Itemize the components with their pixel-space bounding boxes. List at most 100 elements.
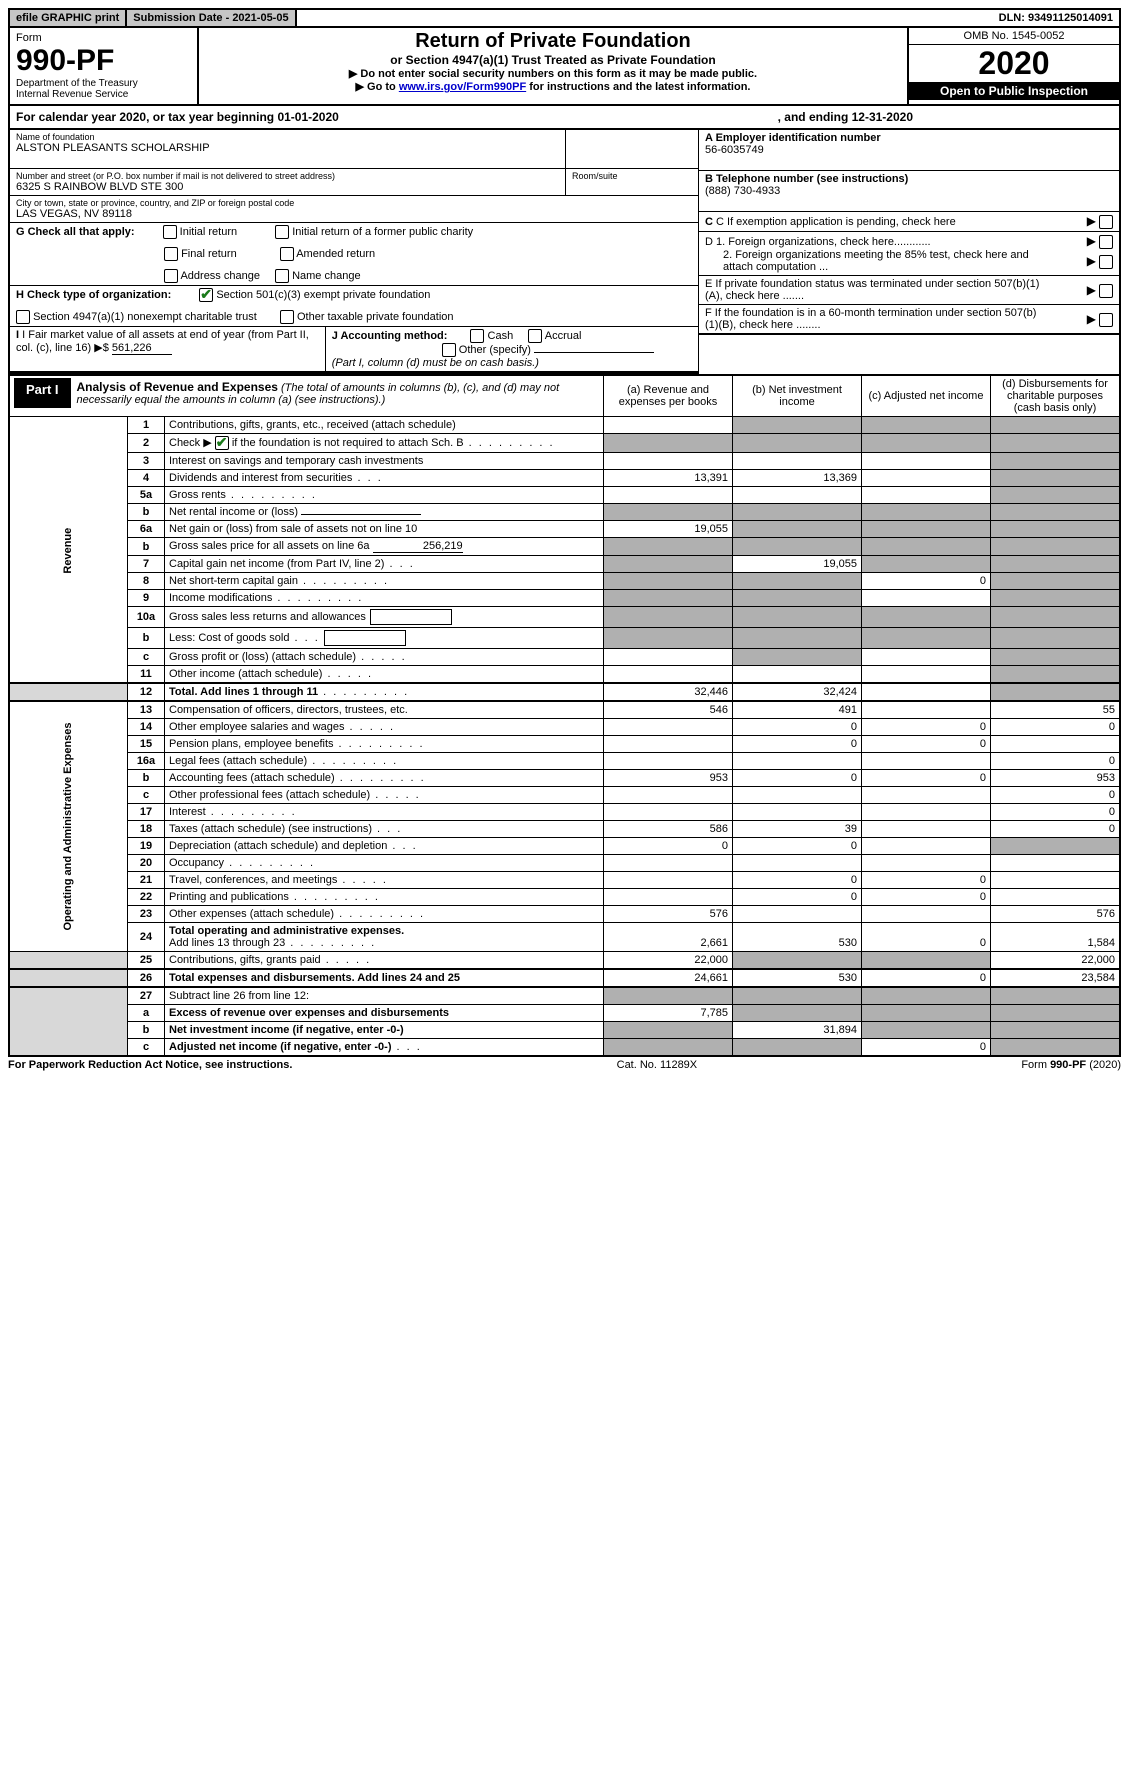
i-label: I (16, 329, 19, 341)
rd2pre: Check ▶ (169, 437, 212, 449)
chk-name-change[interactable] (275, 269, 289, 283)
table-row: 6aNet gain or (loss) from sale of assets… (9, 521, 1120, 538)
rd21t: Travel, conferences, and meetings (169, 874, 337, 886)
chk-initial-return[interactable] (163, 225, 177, 239)
rn24: 24 (128, 923, 165, 952)
chk-f[interactable] (1099, 313, 1113, 327)
chk-final-return[interactable] (164, 247, 178, 261)
rn2: 2 (128, 434, 165, 453)
rn8: 8 (128, 573, 165, 590)
tel-label: B Telephone number (see instructions) (705, 173, 908, 185)
r8c: 0 (862, 573, 991, 590)
r14c: 0 (862, 719, 991, 736)
table-row: Operating and Administrative Expenses 13… (9, 701, 1120, 719)
page-footer: For Paperwork Reduction Act Notice, see … (8, 1057, 1121, 1071)
rd2post: if the foundation is not required to att… (229, 437, 464, 449)
chk-d2[interactable] (1099, 255, 1113, 269)
rn1: 1 (128, 417, 165, 434)
rd19: Depreciation (attach schedule) and deple… (165, 838, 604, 855)
table-row: 16aLegal fees (attach schedule)0 (9, 753, 1120, 770)
rd26t: Total expenses and disbursements. Add li… (169, 972, 460, 984)
rd27a: Excess of revenue over expenses and disb… (169, 1007, 449, 1019)
chk-amended[interactable] (280, 247, 294, 261)
omb-number: OMB No. 1545-0052 (909, 28, 1119, 45)
r17d: 0 (991, 804, 1121, 821)
chk-initial-former[interactable] (275, 225, 289, 239)
r16bc: 0 (862, 770, 991, 787)
g-label: G Check all that apply: (16, 226, 135, 238)
r26d: 23,584 (991, 969, 1121, 987)
rn16b: b (128, 770, 165, 787)
lbl-other: Other (specify) (459, 344, 531, 356)
chk-address-change[interactable] (164, 269, 178, 283)
chk-c[interactable] (1099, 215, 1113, 229)
rn6b: b (128, 538, 165, 556)
rn23: 23 (128, 906, 165, 923)
dept-line2: Internal Revenue Service (16, 89, 191, 100)
table-row: 27Subtract line 26 from line 12: (9, 987, 1120, 1005)
r23a: 576 (604, 906, 733, 923)
rd8: Net short-term capital gain (165, 573, 604, 590)
lbl-addr-change: Address change (180, 270, 260, 282)
table-row: 21Travel, conferences, and meetings00 (9, 872, 1120, 889)
rd11: Other income (attach schedule) (165, 666, 604, 684)
rd12: Total. Add lines 1 through 11 (165, 683, 604, 701)
table-row: 11Other income (attach schedule) (9, 666, 1120, 684)
rd18t: Taxes (attach schedule) (see instruction… (169, 823, 372, 835)
rd25t: Contributions, gifts, grants paid (169, 954, 321, 966)
table-row: 20Occupancy (9, 855, 1120, 872)
rd4: Dividends and interest from securities (165, 470, 604, 487)
rd24t2: Add lines 13 through 23 (169, 937, 285, 949)
open-to-public: Open to Public Inspection (909, 82, 1119, 100)
lbl-501c3: Section 501(c)(3) exempt private foundat… (216, 289, 430, 301)
table-row: 24Total operating and administrative exp… (9, 923, 1120, 952)
rn27a: a (128, 1005, 165, 1022)
table-row: 25Contributions, gifts, grants paid22,00… (9, 952, 1120, 970)
rn20: 20 (128, 855, 165, 872)
r15c: 0 (862, 736, 991, 753)
rn16c: c (128, 787, 165, 804)
rn17: 17 (128, 804, 165, 821)
chk-d1[interactable] (1099, 235, 1113, 249)
rn19: 19 (128, 838, 165, 855)
rd27c: Adjusted net income (if negative, enter … (165, 1039, 604, 1057)
rd27b: Net investment income (if negative, ente… (169, 1024, 404, 1036)
calendar-year-row: For calendar year 2020, or tax year begi… (8, 106, 1121, 130)
rd17t: Interest (169, 806, 206, 818)
form-label: Form (16, 32, 191, 44)
chk-accrual[interactable] (528, 329, 542, 343)
rd27: Subtract line 26 from line 12: (165, 987, 604, 1005)
ein-label: A Employer identification number (705, 132, 881, 144)
r12b: 32,424 (733, 683, 862, 701)
rd5bt: Net rental income or (loss) (169, 506, 298, 518)
chk-other-method[interactable] (442, 343, 456, 357)
rn26: 26 (128, 969, 165, 987)
lbl-cash: Cash (488, 330, 514, 342)
lbl-initial-former: Initial return of a former public charit… (292, 226, 473, 238)
table-row: bLess: Cost of goods sold (9, 628, 1120, 649)
chk-schb[interactable] (215, 436, 229, 450)
rd26: Total expenses and disbursements. Add li… (165, 969, 604, 987)
rn10c: c (128, 649, 165, 666)
rn13: 13 (128, 701, 165, 719)
chk-e[interactable] (1099, 284, 1113, 298)
chk-cash[interactable] (470, 329, 484, 343)
bullet-2: ▶ Go to www.irs.gov/Form990PF for instru… (205, 80, 901, 93)
rd10bt: Less: Cost of goods sold (169, 632, 289, 644)
table-row: 2 Check ▶ if the foundation is not requir… (9, 434, 1120, 453)
table-row: 26 Total expenses and disbursements. Add … (9, 969, 1120, 987)
chk-other-taxable[interactable] (280, 310, 294, 324)
r26a: 24,661 (604, 969, 733, 987)
chk-4947[interactable] (16, 310, 30, 324)
form-title: Return of Private Foundation (205, 30, 901, 53)
r24a: 2,661 (604, 923, 733, 952)
chk-501c3[interactable] (199, 288, 213, 302)
r16bb: 0 (733, 770, 862, 787)
foundation-info: Name of foundationALSTON PLEASANTS SCHOL… (8, 130, 1121, 374)
rd9t: Income modifications (169, 592, 272, 604)
r7b: 19,055 (733, 556, 862, 573)
rd5a: Gross rents (165, 487, 604, 504)
rd12t: Total. Add lines 1 through 11 (169, 686, 318, 698)
instructions-link[interactable]: www.irs.gov/Form990PF (399, 81, 526, 93)
r6aa: 19,055 (604, 521, 733, 538)
